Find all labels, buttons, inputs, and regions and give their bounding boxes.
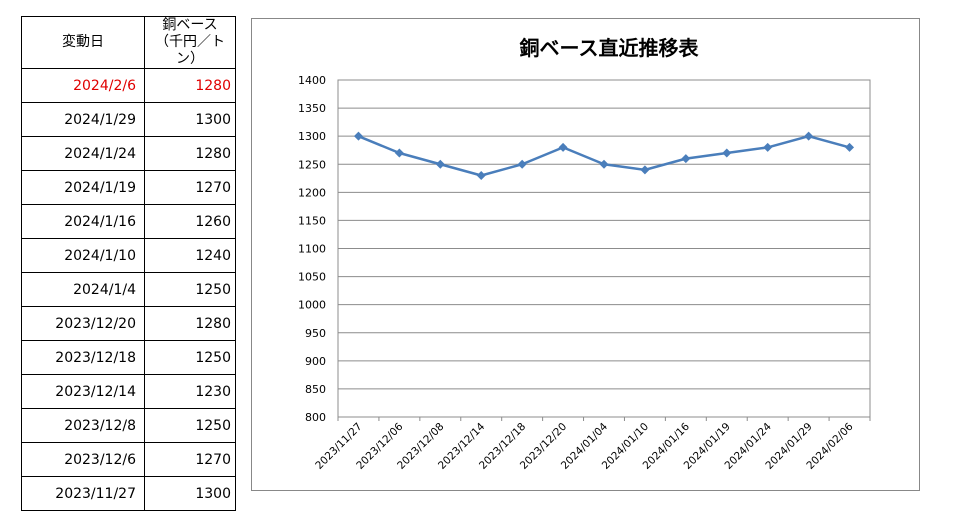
row-date: 2023/12/8: [21, 408, 145, 443]
data-point: [681, 154, 691, 164]
plot-area: [337, 79, 871, 418]
row-date: 2023/11/27: [21, 476, 145, 511]
y-tick-label: 1400: [298, 74, 326, 87]
y-tick-label: 1200: [298, 186, 326, 199]
table-row: 2023/12/20 1280: [21, 306, 236, 341]
row-value: 1230: [144, 374, 236, 409]
table-row: 2024/1/19 1270: [21, 170, 236, 205]
y-tick-label: 950: [305, 327, 326, 340]
y-tick-label: 1100: [298, 243, 326, 256]
row-value: 1270: [144, 170, 236, 205]
table-row: 2024/1/29 1300: [21, 102, 236, 137]
table-row: 2024/1/4 1250: [21, 272, 236, 307]
row-value: 1270: [144, 442, 236, 477]
table-header-row: 変動日 銅ベース （千円／トン）: [21, 16, 236, 69]
table-row: 2023/12/14 1230: [21, 374, 236, 409]
y-tick-label: 1150: [298, 214, 326, 227]
row-value: 1240: [144, 238, 236, 273]
table-body: 2024/2/6 1280 2024/1/29 1300 2024/1/24 1280 20…: [21, 68, 236, 511]
row-value: 1280: [144, 306, 236, 341]
row-date: 2023/12/20: [21, 306, 145, 341]
data-point: [394, 148, 404, 158]
chart-title: 銅ベース直近推移表: [520, 36, 700, 60]
table-row: 2024/2/6 1280: [21, 68, 236, 103]
row-date: 2023/12/6: [21, 442, 145, 477]
data-point: [804, 131, 814, 141]
y-tick-label: 850: [305, 383, 326, 396]
y-tick-label: 1350: [298, 102, 326, 115]
table-row: 2024/1/24 1280: [21, 136, 236, 171]
line-chart: 銅ベース直近推移表 800 850 900 950 1000 1050 1100 1150 120…: [298, 36, 871, 472]
header-value: 銅ベース （千円／トン）: [144, 16, 236, 69]
table-row: 2024/1/10 1240: [21, 238, 236, 273]
data-point: [558, 142, 568, 152]
table-row: 2024/1/16 1260: [21, 204, 236, 239]
data-point: [763, 142, 773, 152]
data-point: [435, 159, 445, 169]
row-value: 1250: [144, 272, 236, 307]
row-date: 2024/1/10: [21, 238, 145, 273]
row-date: 2023/12/18: [21, 340, 145, 375]
row-date: 2024/1/29: [21, 102, 145, 137]
header-value-line1: 銅ベース: [162, 17, 218, 33]
data-point: [640, 165, 650, 175]
row-value: 1300: [144, 476, 236, 511]
data-point: [517, 159, 527, 169]
price-table: 変動日 銅ベース （千円／トン） 2024/2/6 1280 2024/1/29 13…: [21, 16, 236, 511]
row-date: 2024/2/6: [21, 68, 145, 103]
y-tick-label: 1000: [298, 299, 326, 312]
row-value: 1250: [144, 340, 236, 375]
row-value: 1280: [144, 68, 236, 103]
y-tick-label: 1300: [298, 130, 326, 143]
row-date: 2024/1/4: [21, 272, 145, 307]
row-value: 1300: [144, 102, 236, 137]
row-date: 2024/1/24: [21, 136, 145, 171]
data-point: [845, 142, 855, 152]
y-tick-label: 800: [305, 411, 326, 424]
data-point: [476, 170, 486, 180]
row-date: 2024/1/16: [21, 204, 145, 239]
row-date: 2024/1/19: [21, 170, 145, 205]
table-row: 2023/12/8 1250: [21, 408, 236, 443]
header-value-line2: （千円／トン）: [155, 34, 225, 67]
chart-area: 銅ベース直近推移表 800 850 900 950 1000 1050 1100 1150 120…: [251, 18, 920, 491]
table-row: 2023/12/6 1270: [21, 442, 236, 477]
data-point: [353, 131, 363, 141]
row-value: 1250: [144, 408, 236, 443]
data-point: [599, 159, 609, 169]
row-value: 1260: [144, 204, 236, 239]
table-row: 2023/12/18 1250: [21, 340, 236, 375]
y-tick-label: 1250: [298, 158, 326, 171]
row-value: 1280: [144, 136, 236, 171]
series-line: [357, 134, 850, 177]
header-date: 変動日: [21, 16, 145, 69]
y-tick-label: 1050: [298, 271, 326, 284]
row-date: 2023/12/14: [21, 374, 145, 409]
data-point: [722, 148, 732, 158]
y-tick-label: 900: [305, 355, 326, 368]
table-row: 2023/11/27 1300: [21, 476, 236, 511]
